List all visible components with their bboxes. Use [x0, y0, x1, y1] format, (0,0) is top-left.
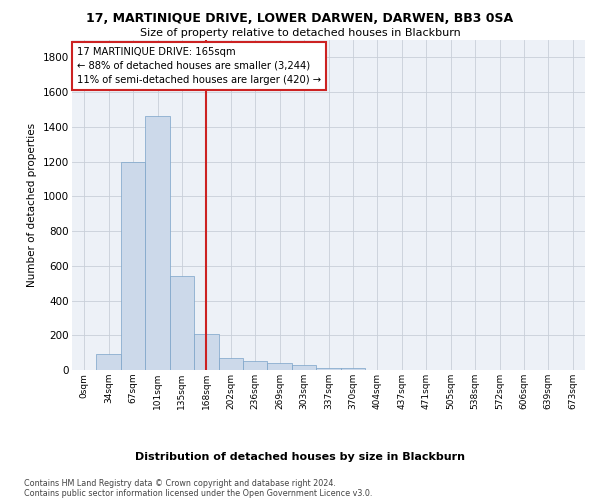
- Bar: [194, 334, 218, 370]
- Bar: [341, 368, 365, 370]
- Bar: [292, 365, 316, 370]
- Bar: [218, 358, 243, 370]
- Text: 17 MARTINIQUE DRIVE: 165sqm
← 88% of detached houses are smaller (3,244)
11% of : 17 MARTINIQUE DRIVE: 165sqm ← 88% of det…: [77, 46, 321, 84]
- Text: Contains HM Land Registry data © Crown copyright and database right 2024.: Contains HM Land Registry data © Crown c…: [24, 479, 336, 488]
- Bar: [170, 276, 194, 370]
- Text: Contains public sector information licensed under the Open Government Licence v3: Contains public sector information licen…: [24, 489, 373, 498]
- Text: Distribution of detached houses by size in Blackburn: Distribution of detached houses by size …: [135, 452, 465, 462]
- Bar: [268, 364, 292, 370]
- Text: 17, MARTINIQUE DRIVE, LOWER DARWEN, DARWEN, BB3 0SA: 17, MARTINIQUE DRIVE, LOWER DARWEN, DARW…: [86, 12, 514, 26]
- Bar: [243, 362, 268, 370]
- Y-axis label: Number of detached properties: Number of detached properties: [28, 123, 37, 287]
- Bar: [121, 162, 145, 370]
- Bar: [316, 368, 341, 370]
- Bar: [97, 354, 121, 370]
- Bar: [145, 116, 170, 370]
- Text: Size of property relative to detached houses in Blackburn: Size of property relative to detached ho…: [140, 28, 460, 38]
